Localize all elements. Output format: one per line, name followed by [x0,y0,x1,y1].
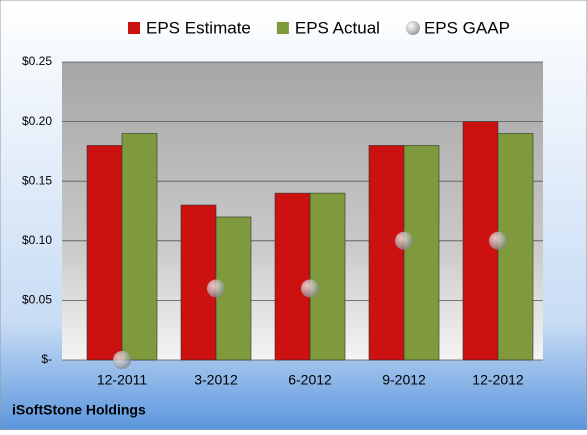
x-tick-label: 12-2012 [472,372,524,388]
bar [403,145,440,361]
legend-marker [405,21,420,35]
legend-label: EPS Actual [295,18,380,37]
gaap-point [301,279,319,298]
legend-marker [128,22,140,34]
y-tick-label: $0.20 [22,114,52,128]
legend-label: EPS GAAP [424,18,510,37]
gaap-point [207,279,225,298]
footer: iSoftStone Holdings [12,402,146,418]
x-tick-label: 9-2012 [382,372,426,388]
y-tick-label: $- [41,352,52,366]
y-tick-label: $0.25 [22,54,52,68]
legend-label: EPS Estimate [146,18,251,37]
bar [121,133,158,361]
y-tick-label: $0.15 [22,173,52,187]
legend-marker [276,22,289,34]
x-tick-label: 12-2011 [97,372,148,388]
gaap-point [113,351,131,369]
gaap-point [489,231,507,250]
gaap-point [395,231,413,250]
y-tick-label: $0.10 [22,233,52,247]
bar [274,192,311,361]
bar [368,145,405,361]
bar [309,192,346,361]
bar [86,145,123,361]
x-tick-label: 3-2012 [194,372,238,388]
y-tick-label: $0.05 [22,293,52,307]
x-tick-label: 6-2012 [288,372,332,388]
